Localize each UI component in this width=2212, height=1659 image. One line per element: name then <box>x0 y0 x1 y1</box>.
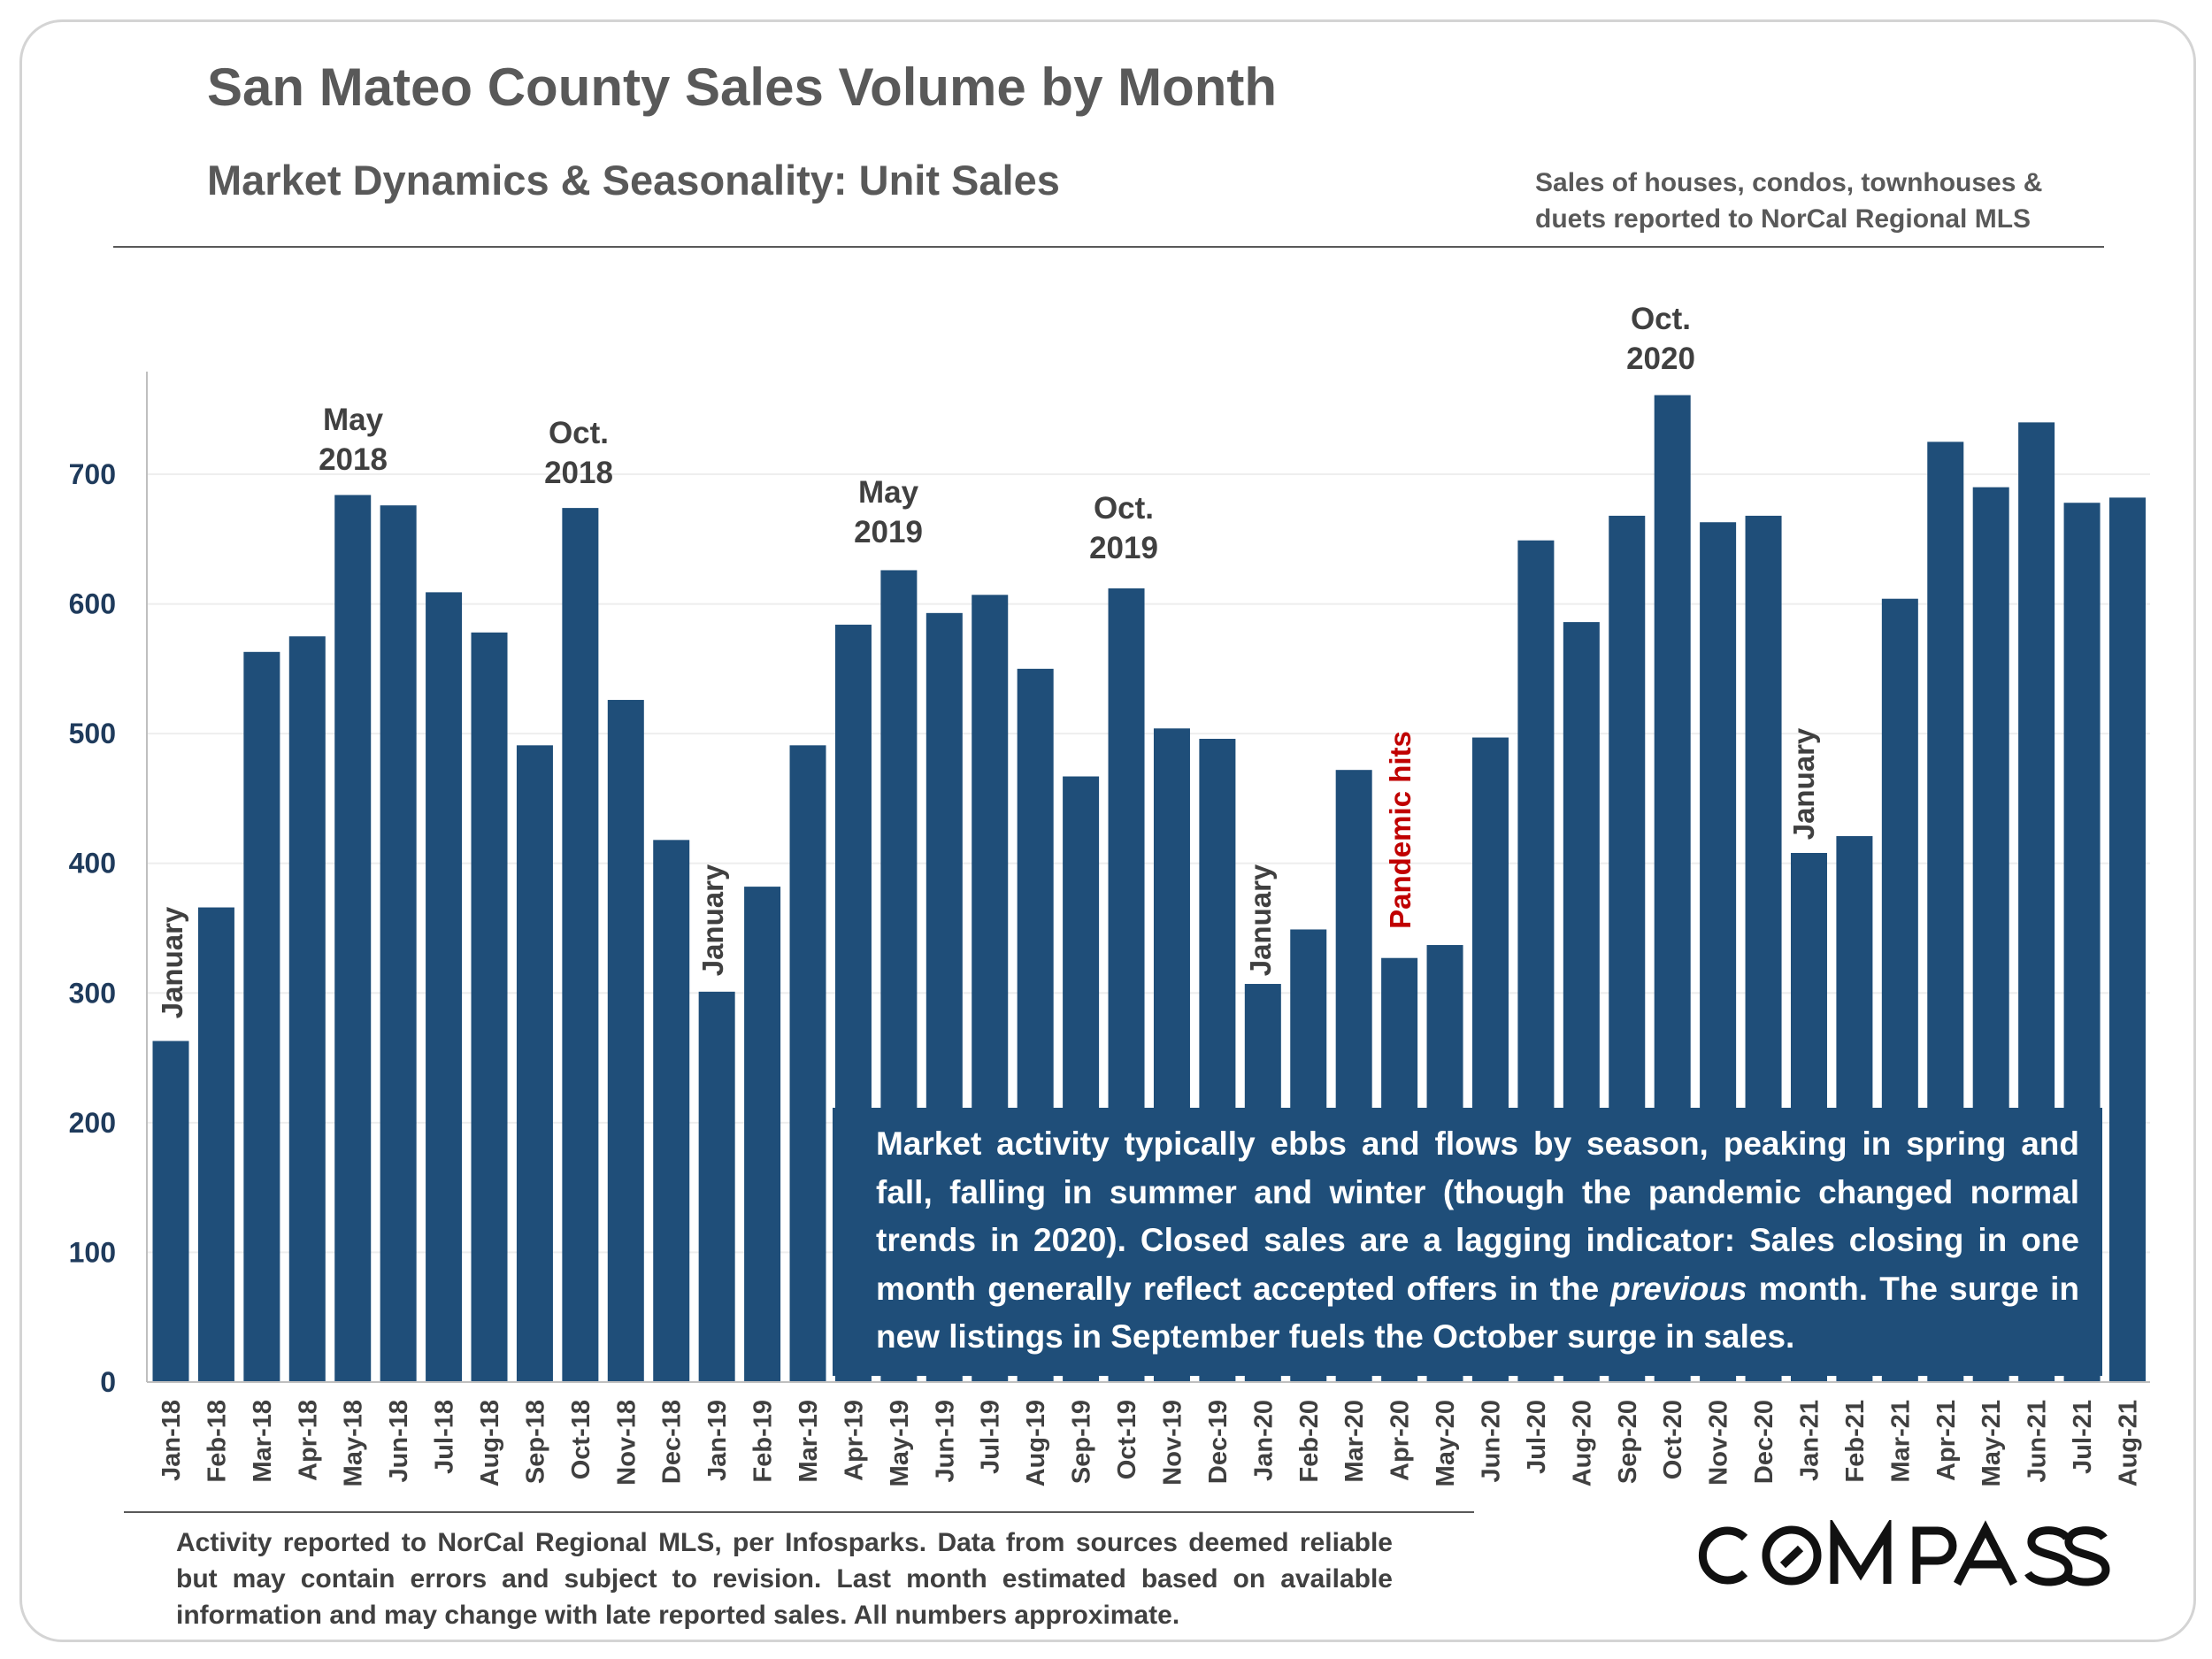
x-tick-label: Dec-19 <box>1204 1400 1233 1484</box>
annotation-may-2018: May 2018 <box>319 403 388 477</box>
bar-oct-18 <box>562 508 599 1382</box>
x-tick-label: Sep-20 <box>1614 1400 1642 1484</box>
x-tick-label: May-19 <box>886 1400 914 1486</box>
x-tick-label: Feb-20 <box>1295 1400 1324 1482</box>
x-tick-label: Aug-19 <box>1022 1400 1050 1486</box>
chart-frame <box>19 19 2196 1642</box>
bar-mar-18 <box>243 651 280 1382</box>
bar-jun-18 <box>380 505 417 1382</box>
x-tick-label: May-20 <box>1432 1400 1460 1486</box>
bar-apr-18 <box>288 636 326 1382</box>
x-tick-label: Aug-20 <box>1568 1400 1596 1486</box>
callout-text: Market activity typically ebbs and flows… <box>876 1125 2079 1355</box>
y-tick-label: 600 <box>69 588 116 620</box>
x-tick-label: Feb-18 <box>203 1400 231 1482</box>
x-tick-label: Oct-19 <box>1113 1400 1141 1479</box>
x-tick-label: Jun-19 <box>931 1400 959 1482</box>
bar-jul-18 <box>426 592 463 1382</box>
x-tick-label: Jul-21 <box>2069 1400 2097 1474</box>
bar-dec-18 <box>653 840 690 1382</box>
x-tick-label: Jun-20 <box>1477 1400 1505 1482</box>
bar-nov-18 <box>607 700 644 1382</box>
x-tick-label: Jun-18 <box>385 1400 413 1482</box>
x-tick-label: Apr-19 <box>840 1400 868 1481</box>
footer-disclaimer: Activity reported to NorCal Regional MLS… <box>176 1528 1393 1630</box>
x-tick-label: Feb-21 <box>1841 1400 1870 1482</box>
x-tick-label: Jan-21 <box>1795 1400 1824 1481</box>
header-divider <box>113 246 2104 248</box>
y-tick-label: 0 <box>100 1366 116 1398</box>
bar-aug-21 <box>2108 497 2146 1382</box>
x-tick-label: Jan-18 <box>157 1400 186 1481</box>
y-tick-label: 700 <box>69 458 116 490</box>
x-tick-label: Apr-20 <box>1386 1400 1415 1481</box>
x-tick-label: Mar-21 <box>1886 1400 1915 1483</box>
x-tick-label: Dec-18 <box>658 1400 687 1484</box>
annotation-may-2019: May 2019 <box>854 475 923 549</box>
y-tick-label: 400 <box>69 848 116 879</box>
x-tick-label: Jun-21 <box>2024 1400 2052 1482</box>
x-tick-label: Oct-20 <box>1659 1400 1687 1479</box>
x-tick-label: Apr-21 <box>1932 1400 1961 1481</box>
x-tick-label: Aug-18 <box>476 1400 504 1486</box>
x-tick-label: May-18 <box>340 1400 368 1486</box>
x-tick-label: Mar-18 <box>249 1400 277 1483</box>
annotation-january-2020: January <box>1244 864 1277 977</box>
annotation-january-2019: January <box>696 864 729 977</box>
bar-aug-18 <box>471 632 508 1382</box>
bar-sep-18 <box>516 745 553 1382</box>
x-tick-label: Nov-19 <box>1158 1400 1187 1486</box>
x-tick-label: Mar-20 <box>1340 1400 1369 1483</box>
annotation-january-2018: January <box>156 906 188 1019</box>
x-tick-label: Jul-19 <box>977 1400 1005 1474</box>
annotation-oct-2018: Oct. 2018 <box>544 416 613 490</box>
x-tick-label: Nov-20 <box>1705 1400 1733 1486</box>
y-tick-label: 300 <box>69 977 116 1009</box>
x-tick-label: Aug-21 <box>2114 1400 2142 1486</box>
bar-mar-19 <box>789 745 826 1382</box>
callout-box: Market activity typically ebbs and flows… <box>833 1108 2102 1376</box>
x-tick-label: Sep-19 <box>1068 1400 1096 1484</box>
x-tick-label: Nov-18 <box>612 1400 641 1486</box>
x-tick-label: Jan-19 <box>703 1400 732 1481</box>
chart-title: San Mateo County Sales Volume by Month <box>207 58 1278 117</box>
compass-logo <box>1698 1520 2110 1586</box>
bar-jan-18 <box>152 1041 189 1382</box>
x-tick-label: Jul-18 <box>431 1400 459 1474</box>
annotation-oct-2019: Oct. 2019 <box>1089 491 1158 565</box>
y-tick-label: 200 <box>69 1107 116 1139</box>
bar-feb-18 <box>197 907 234 1382</box>
footer-divider <box>124 1511 1474 1513</box>
annotation-oct-2020: Oct. 2020 <box>1626 302 1695 376</box>
bar-may-18 <box>334 495 372 1382</box>
annotation-pandemic-hits: Pandemic hits <box>1384 731 1417 929</box>
x-tick-label: Dec-20 <box>1750 1400 1778 1484</box>
x-tick-label: Sep-18 <box>521 1400 549 1484</box>
annotation-january-2021: January <box>1787 727 1820 841</box>
x-tick-label: Apr-18 <box>294 1400 322 1481</box>
source-note: Sales of houses, condos, townhouses & du… <box>1535 168 2043 234</box>
y-tick-label: 100 <box>69 1236 116 1268</box>
bar-jan-19 <box>698 991 735 1382</box>
x-tick-label: Feb-19 <box>749 1400 778 1482</box>
x-tick-label: Jul-20 <box>1523 1400 1551 1474</box>
x-tick-label: Oct-18 <box>567 1400 595 1479</box>
bar-feb-19 <box>744 887 781 1382</box>
y-tick-label: 500 <box>69 718 116 749</box>
x-tick-label: May-21 <box>1978 1400 2006 1486</box>
chart-subtitle: Market Dynamics & Seasonality: Unit Sale… <box>207 157 1060 204</box>
x-tick-label: Mar-19 <box>795 1400 823 1483</box>
x-tick-label: Jan-20 <box>1249 1400 1278 1481</box>
